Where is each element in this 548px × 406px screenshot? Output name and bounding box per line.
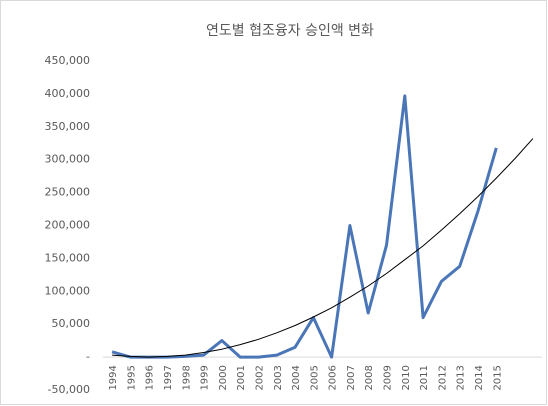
x-tick-label: 2004 bbox=[291, 365, 302, 390]
x-tick-label: 2006 bbox=[328, 365, 339, 390]
y-tick-label: 350,000 bbox=[45, 120, 91, 133]
x-tick-label: 2007 bbox=[346, 365, 357, 390]
y-tick-label: 400,000 bbox=[45, 87, 91, 100]
x-tick-label: 2001 bbox=[236, 365, 247, 390]
x-tick-label: 2005 bbox=[309, 365, 320, 390]
x-tick-label: 1994 bbox=[108, 365, 119, 390]
y-tick-label: 300,000 bbox=[45, 153, 91, 166]
y-tick-label: 450,000 bbox=[45, 54, 91, 67]
x-tick-label: 2008 bbox=[364, 365, 375, 390]
x-tick-label: 2015 bbox=[492, 365, 503, 390]
x-tick-label: 2012 bbox=[437, 365, 448, 390]
x-tick-label: 2002 bbox=[254, 365, 265, 390]
x-tick-label: 2000 bbox=[218, 365, 229, 390]
y-tick-label: 200,000 bbox=[45, 219, 91, 232]
x-tick-label: 2010 bbox=[401, 365, 412, 390]
x-tick-label: 1996 bbox=[145, 365, 156, 390]
y-tick-label: 50,000 bbox=[52, 317, 91, 330]
x-tick-label: 2011 bbox=[419, 365, 430, 390]
y-tick-label: -50,000 bbox=[48, 383, 90, 396]
y-tick-label: - bbox=[86, 350, 90, 363]
chart-title: 연도별 협조융자 승인액 변화 bbox=[206, 23, 374, 39]
x-tick-label: 2014 bbox=[474, 365, 485, 390]
x-tick-label: 1995 bbox=[126, 365, 137, 390]
x-tick-label: 1997 bbox=[163, 365, 174, 390]
y-tick-label: 250,000 bbox=[45, 186, 91, 199]
y-tick-label: 150,000 bbox=[45, 251, 91, 264]
x-tick-label: 2013 bbox=[456, 365, 467, 390]
x-tick-label: 2003 bbox=[273, 365, 284, 390]
series-line bbox=[111, 94, 498, 359]
y-tick-label: 100,000 bbox=[45, 284, 91, 297]
x-tick-label: 1999 bbox=[200, 365, 211, 390]
x-tick-label: 2009 bbox=[383, 365, 394, 390]
x-tick-label: 1998 bbox=[181, 365, 192, 390]
series-line bbox=[112, 138, 534, 358]
